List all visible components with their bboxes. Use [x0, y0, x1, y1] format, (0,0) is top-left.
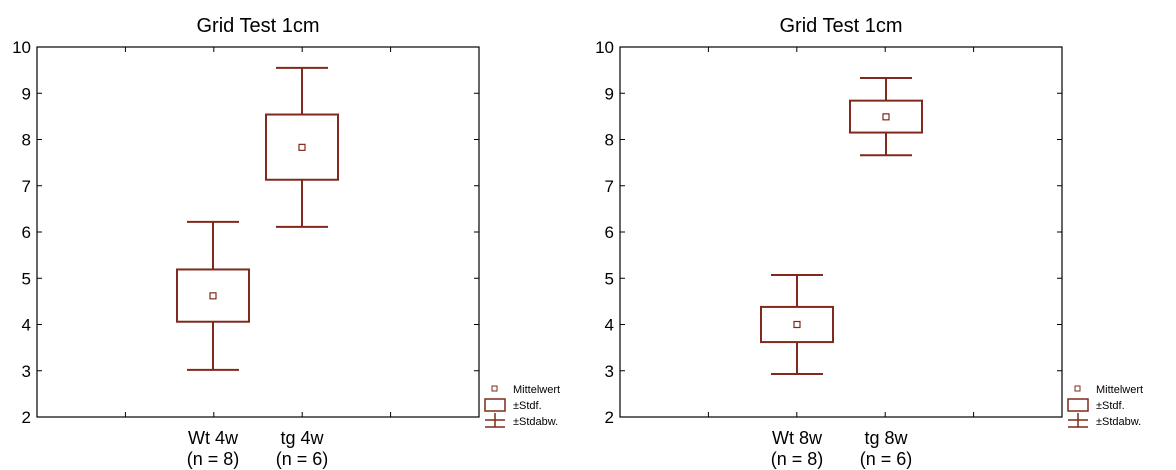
category-sample-size: (n = 6): [276, 449, 329, 469]
plot-frame: [36, 46, 480, 418]
y-tick-label: 6: [605, 223, 614, 242]
box-group: [176, 220, 250, 371]
mean-marker: [793, 320, 801, 329]
y-tick-label: 9: [605, 84, 614, 103]
y-tick-label: 5: [22, 269, 31, 288]
legend-box-symbol: [1067, 398, 1089, 412]
y-tick-label: 10: [595, 38, 614, 57]
y-tick-label: 7: [22, 177, 31, 196]
mean-marker: [209, 292, 217, 300]
mean-marker: [298, 143, 306, 151]
category-sample-size: (n = 8): [771, 449, 824, 469]
y-tick-label: 7: [605, 177, 614, 196]
legend-box-symbol: [484, 398, 506, 412]
legend: Mittelwert ±Stdf. ±Stdabw.: [484, 384, 560, 428]
legend-label: Mittelwert: [513, 384, 560, 396]
y-tick-label: 3: [22, 362, 31, 381]
y-tick-label: 5: [605, 269, 614, 288]
y-tick-label: 8: [605, 131, 614, 150]
y-tick-label: 8: [22, 131, 31, 150]
chart-panel-1: Grid Test 1cm 2 3 4 5 6 7 8 9 10 Wt 4w(n = 8) tg 4w…: [12, 15, 560, 469]
legend-label: Mittelwert: [1096, 384, 1143, 396]
plot-frame: [619, 46, 1063, 418]
box-group: [760, 274, 834, 375]
chart-title: Grid Test 1cm: [197, 15, 320, 37]
chart-panel-2: Grid Test 1cm 2 3 4 5 6 7 8 9 10 Wt 8w(n = 8) tg 8w…: [595, 15, 1143, 469]
legend-label: ±Stdf.: [1096, 400, 1125, 412]
category-label: Wt 8w: [772, 428, 823, 448]
y-tick-label: 4: [605, 316, 614, 335]
legend-label: ±Stdf.: [513, 400, 542, 412]
legend: Mittelwert ±Stdf. ±Stdabw.: [1067, 384, 1143, 428]
y-tick-label: 3: [605, 362, 614, 381]
legend-mean-symbol: [1074, 385, 1081, 392]
se-box: [849, 99, 923, 134]
legend-label: ±Stdabw.: [1096, 416, 1141, 428]
category-label: tg 8w: [864, 428, 908, 448]
category-label: Wt 4w: [188, 428, 239, 448]
mean-marker: [882, 113, 890, 121]
box-group: [265, 66, 339, 228]
y-tick-label: 2: [22, 408, 31, 427]
y-tick-label: 4: [22, 316, 31, 335]
category-sample-size: (n = 8): [187, 449, 240, 469]
category-sample-size: (n = 6): [860, 449, 913, 469]
chart-title: Grid Test 1cm: [780, 15, 903, 37]
legend-mean-symbol: [491, 385, 498, 392]
y-tick-label: 2: [605, 408, 614, 427]
y-tick-label: 10: [12, 38, 31, 57]
y-tick-label: 9: [22, 84, 31, 103]
y-tick-label: 6: [22, 223, 31, 242]
box-group: [849, 76, 923, 157]
legend-label: ±Stdabw.: [513, 416, 558, 428]
category-label: tg 4w: [280, 428, 324, 448]
